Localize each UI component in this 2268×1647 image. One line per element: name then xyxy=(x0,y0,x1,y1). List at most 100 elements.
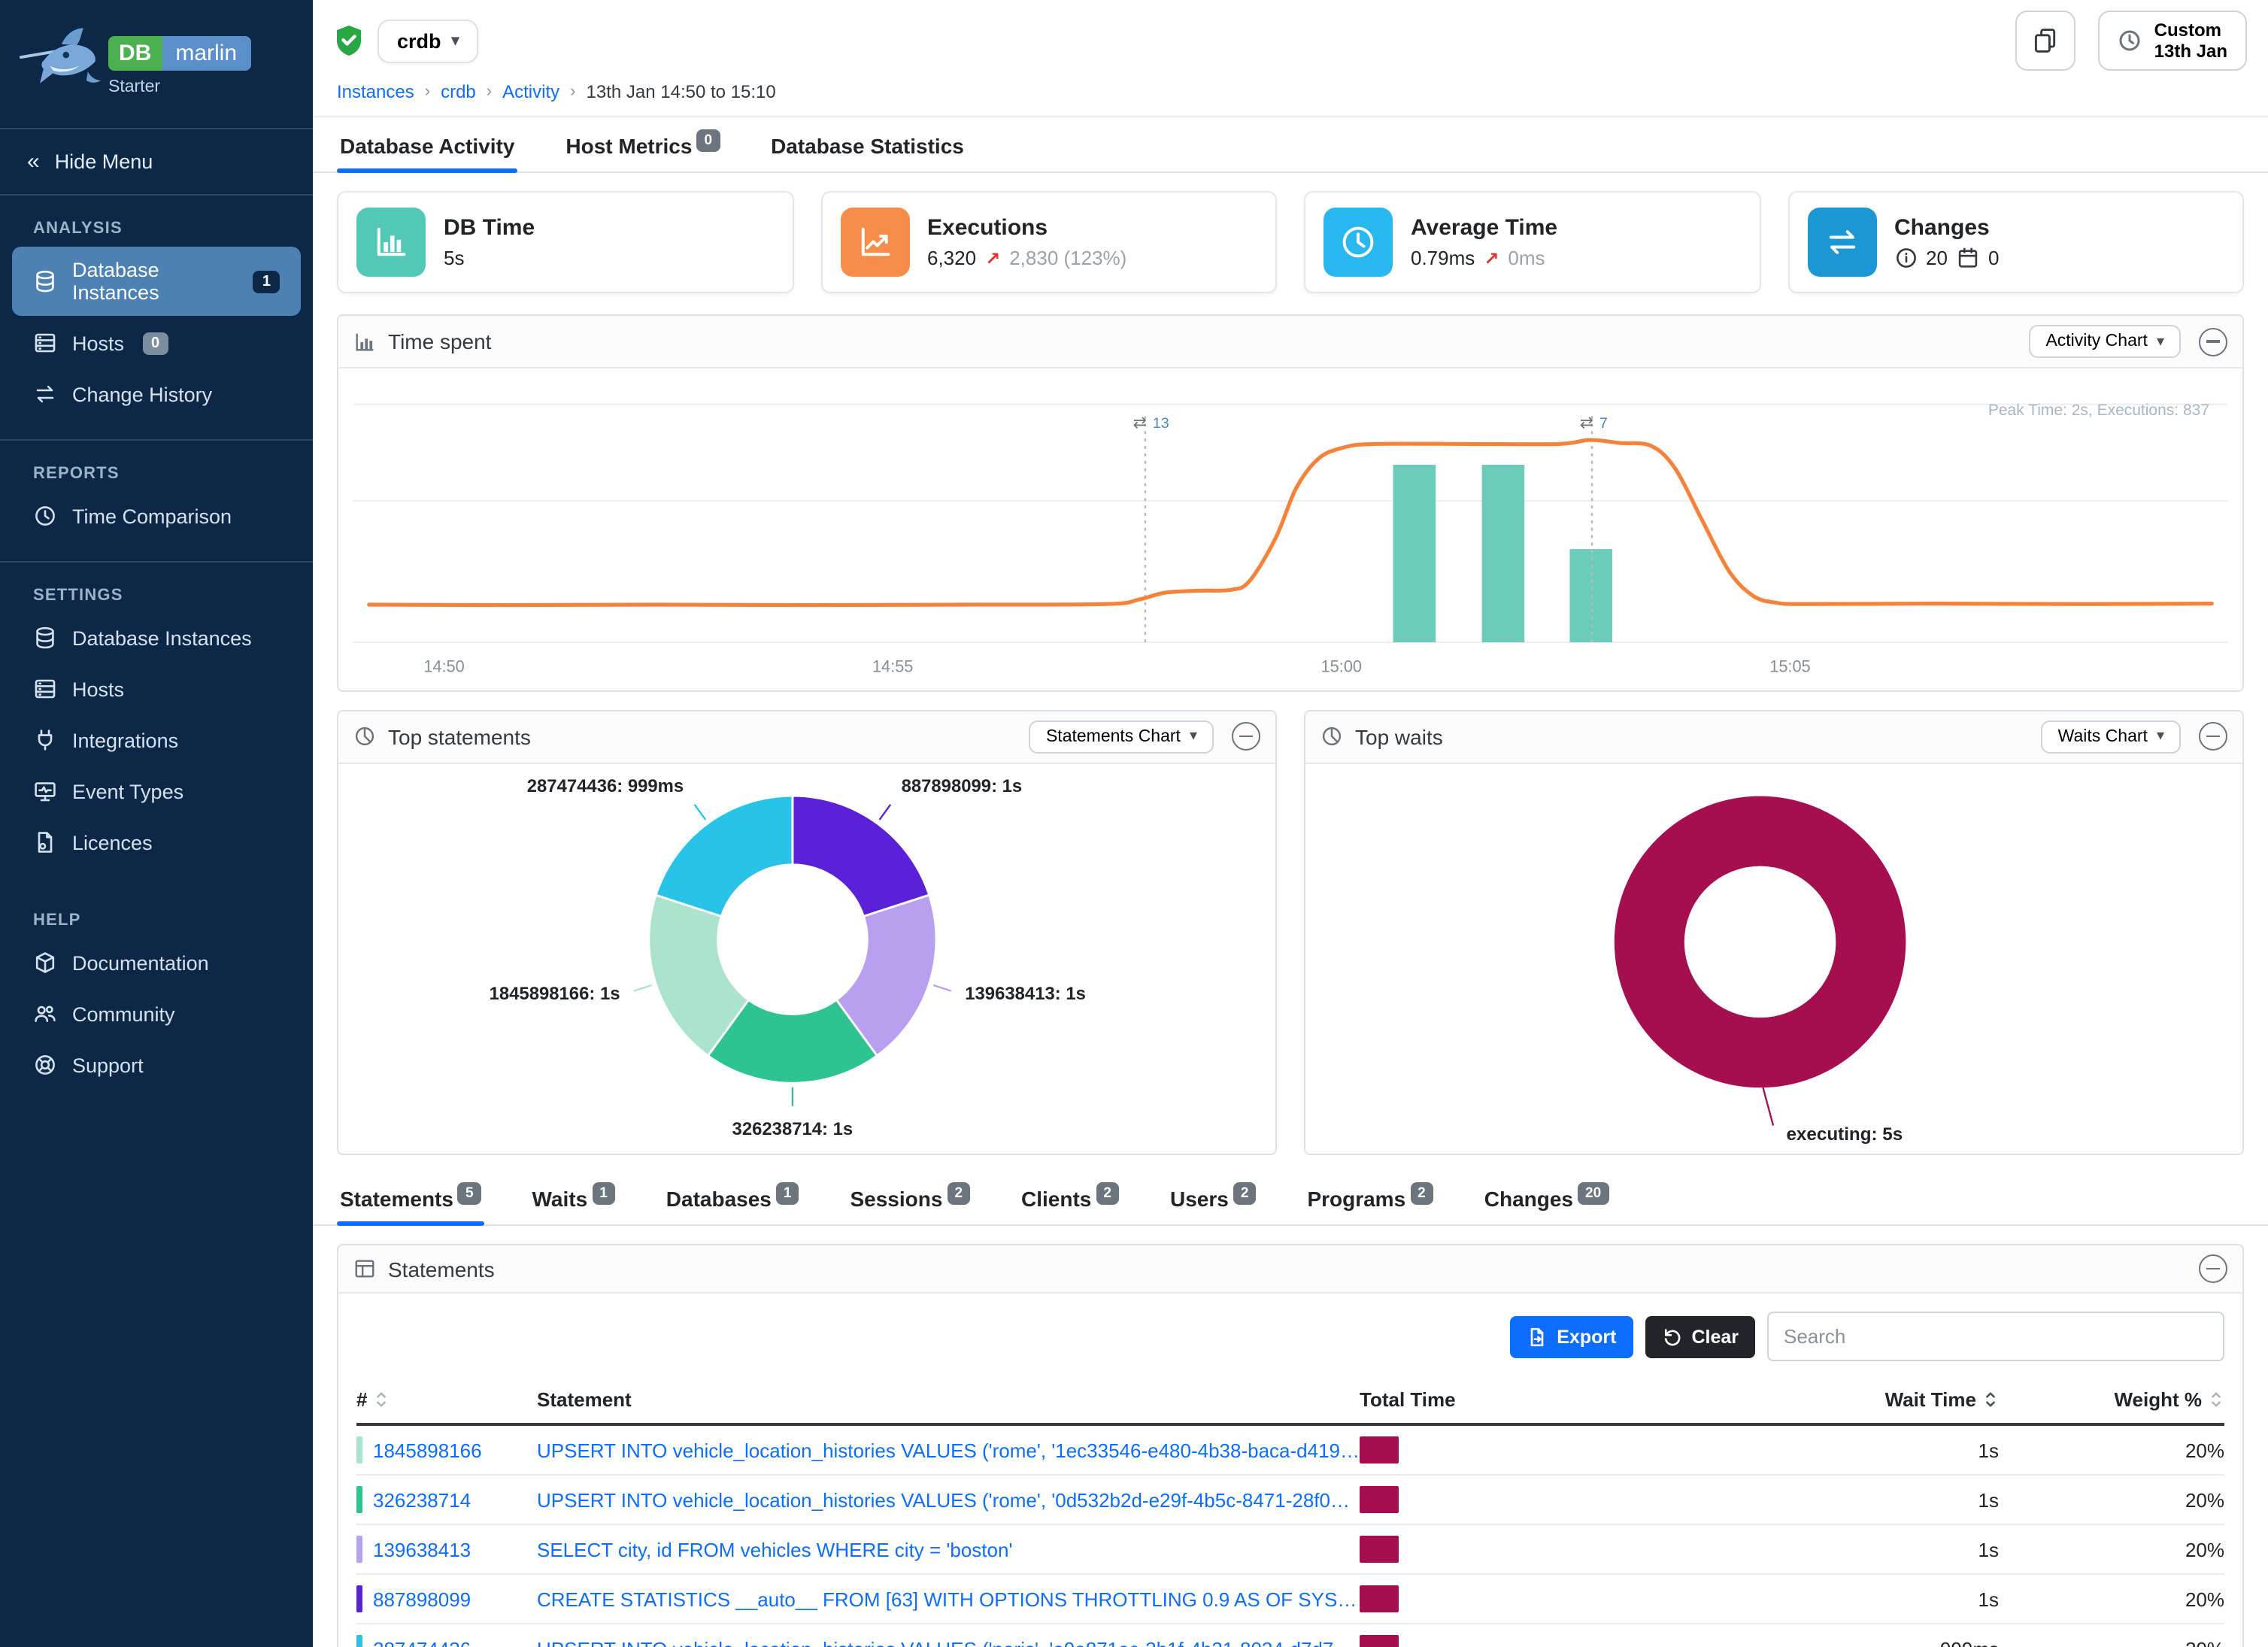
sidebar-item-label: Support xyxy=(72,1054,144,1076)
sidebar-item-database-instances[interactable]: Database Instances xyxy=(12,614,301,662)
tab-clients[interactable]: Clients 2 xyxy=(1018,1171,1122,1225)
kpi-value: 20 xyxy=(1926,247,1948,269)
people-icon xyxy=(33,1002,57,1026)
breadcrumb-instances[interactable]: Instances xyxy=(337,81,414,102)
sidebar-item-label: Database Instances xyxy=(72,626,252,649)
tab-databases[interactable]: Databases 1 xyxy=(663,1171,802,1225)
export-button[interactable]: Export xyxy=(1510,1315,1633,1358)
kpi-changes: Changes 20 0 xyxy=(1787,191,2244,293)
clear-button[interactable]: Clear xyxy=(1645,1315,1755,1358)
charts-row: Top statements Statements Chart ▾ 887898… xyxy=(313,709,2268,1156)
search-input[interactable] xyxy=(1767,1312,2224,1362)
tab-programs[interactable]: Programs 2 xyxy=(1304,1171,1436,1225)
statement-id-link[interactable]: 887898099 xyxy=(373,1588,471,1611)
sidebar-item-licences[interactable]: Licences xyxy=(12,818,301,866)
sidebar-item-database-instances[interactable]: Database Instances 1 xyxy=(12,247,301,316)
count-badge: 5 xyxy=(457,1182,481,1206)
statement-id-link[interactable]: 326238714 xyxy=(373,1488,471,1512)
calendar-icon xyxy=(1957,247,1979,269)
kpi-value: 6,320 xyxy=(927,247,977,269)
count-badge: 2 xyxy=(1096,1182,1119,1206)
statements-table-header: # Statement Total Time Wait Time Weight … xyxy=(356,1377,2224,1427)
col-total-time[interactable]: Total Time xyxy=(1360,1388,1456,1412)
statement-id-link[interactable]: 139638413 xyxy=(373,1538,471,1561)
count-badge: 2 xyxy=(947,1182,971,1206)
svg-text:executing: 5s: executing: 5s xyxy=(1786,1124,1903,1144)
sidebar-section: REPORTS Time Comparison xyxy=(0,441,313,563)
tab-sessions[interactable]: Sessions 2 xyxy=(847,1171,973,1225)
collapse-panel-button[interactable] xyxy=(2199,327,2227,356)
tab-users[interactable]: Users 2 xyxy=(1167,1171,1259,1225)
tab-host-metrics[interactable]: Host Metrics 0 xyxy=(562,117,723,171)
statement-id-link[interactable]: 287474436 xyxy=(373,1638,471,1647)
trend-up-icon: ↗ xyxy=(1484,247,1499,268)
total-time-bar xyxy=(1360,1486,1399,1514)
col-wait-time[interactable]: Wait Time xyxy=(1660,1389,1999,1412)
statement-link[interactable]: UPSERT INTO vehicle_location_histories V… xyxy=(537,1488,1360,1512)
sidebar-item-hosts[interactable]: Hosts xyxy=(12,665,301,713)
collapse-panel-button[interactable] xyxy=(2199,1254,2227,1284)
kpi-values: 6,320 ↗ 2,830 (123%) xyxy=(927,247,1126,269)
statement-id-link[interactable]: 1845898166 xyxy=(373,1439,482,1462)
time-spent-chart[interactable]: Peak Time: 2s, Executions: 837 ⇄ 13 ⇄ 7 14:5… xyxy=(338,369,2242,690)
sidebar-item-hosts[interactable]: Hosts 0 xyxy=(12,319,301,367)
export-icon xyxy=(1530,1327,1544,1346)
total-time-bar xyxy=(1360,1635,1399,1647)
svg-text:7: 7 xyxy=(1599,415,1608,432)
kpi-value: 0.79ms xyxy=(1411,247,1475,269)
count-badge: 1 xyxy=(775,1182,799,1206)
col-number[interactable]: # xyxy=(356,1389,537,1412)
tab-changes[interactable]: Changes 20 xyxy=(1481,1171,1612,1225)
kpi-title: Average Time xyxy=(1411,215,1558,241)
hide-menu-button[interactable]: « Hide Menu xyxy=(0,129,313,196)
statement-link[interactable]: CREATE STATISTICS __auto__ FROM [63] WIT… xyxy=(537,1588,1360,1611)
sidebar-item-community[interactable]: Community xyxy=(12,990,301,1038)
sidebar-item-event-types[interactable]: Event Types xyxy=(12,767,301,815)
table-row: 1845898166 UPSERT INTO vehicle_location_… xyxy=(356,1427,2224,1476)
sidebar-item-support[interactable]: Support xyxy=(12,1041,301,1089)
instance-selector[interactable]: crdb ▾ xyxy=(377,19,479,62)
top-waits-title: Top waits xyxy=(1320,724,2042,748)
sidebar-item-documentation[interactable]: Documentation xyxy=(12,939,301,987)
statements-chart-dropdown[interactable]: Statements Chart ▾ xyxy=(1029,720,1214,754)
sidebar-item-label: Documentation xyxy=(72,951,209,974)
kpi-executions: Executions 6,320 ↗ 2,830 (123%) xyxy=(820,191,1277,293)
statements-panel-title: Statements xyxy=(353,1257,2181,1282)
topbar: crdb ▾ Custom 13th Jan Instances › xyxy=(313,0,2268,117)
breadcrumb-activity[interactable]: Activity xyxy=(502,81,560,102)
sidebar-item-time-comparison[interactable]: Time Comparison xyxy=(12,492,301,540)
collapse-panel-button[interactable] xyxy=(1232,722,1260,751)
collapse-panel-button[interactable] xyxy=(2199,722,2227,751)
copy-button[interactable] xyxy=(2015,11,2076,71)
tab-database-statistics[interactable]: Database Statistics xyxy=(768,117,967,171)
waits-chart-dropdown[interactable]: Waits Chart ▾ xyxy=(2041,720,2181,754)
tab-database-activity[interactable]: Database Activity xyxy=(337,117,518,173)
col-statement[interactable]: Statement xyxy=(537,1388,632,1412)
statement-link[interactable]: UPSERT INTO vehicle_location_histories V… xyxy=(537,1638,1360,1647)
tab-waits[interactable]: Waits 1 xyxy=(529,1171,618,1225)
activity-chart-dropdown[interactable]: Activity Chart ▾ xyxy=(2029,325,2181,358)
statement-color-bar xyxy=(356,1486,362,1514)
time-range-date: 13th Jan xyxy=(2154,41,2227,62)
col-weight[interactable]: Weight % xyxy=(1999,1389,2224,1412)
waits-donut-chart[interactable]: executing: 5s xyxy=(1305,763,2242,1154)
statement-link[interactable]: SELECT city, id FROM vehicles WHERE city… xyxy=(537,1538,1013,1561)
hide-menu-label: Hide Menu xyxy=(54,150,153,173)
sidebar-item-label: Community xyxy=(72,1002,175,1025)
kpi-values: 5s xyxy=(444,247,535,269)
statement-link[interactable]: UPSERT INTO vehicle_location_histories V… xyxy=(537,1439,1360,1462)
chevron-down-icon: ▾ xyxy=(451,32,459,49)
edition-label: Starter xyxy=(108,78,161,96)
tab-statements[interactable]: Statements 5 xyxy=(337,1171,484,1227)
count-badge: 2 xyxy=(1233,1182,1257,1206)
sidebar-item-integrations[interactable]: Integrations xyxy=(12,716,301,764)
sidebar: DB marlin Starter « Hide Menu ANALYSIS D… xyxy=(0,0,313,1647)
total-time-bar xyxy=(1360,1436,1399,1464)
kpi-value: 0 xyxy=(1988,247,2000,269)
statements-donut-chart[interactable]: 887898099: 1s 139638413: 1s 326238714: 1s 1… xyxy=(338,763,1275,1148)
breadcrumb-crdb[interactable]: crdb xyxy=(441,81,476,102)
monitor-icon xyxy=(33,779,57,803)
time-range-button[interactable]: Custom 13th Jan xyxy=(2098,11,2247,71)
sidebar-item-change-history[interactable]: Change History xyxy=(12,370,301,418)
instance-name: crdb xyxy=(397,29,441,52)
